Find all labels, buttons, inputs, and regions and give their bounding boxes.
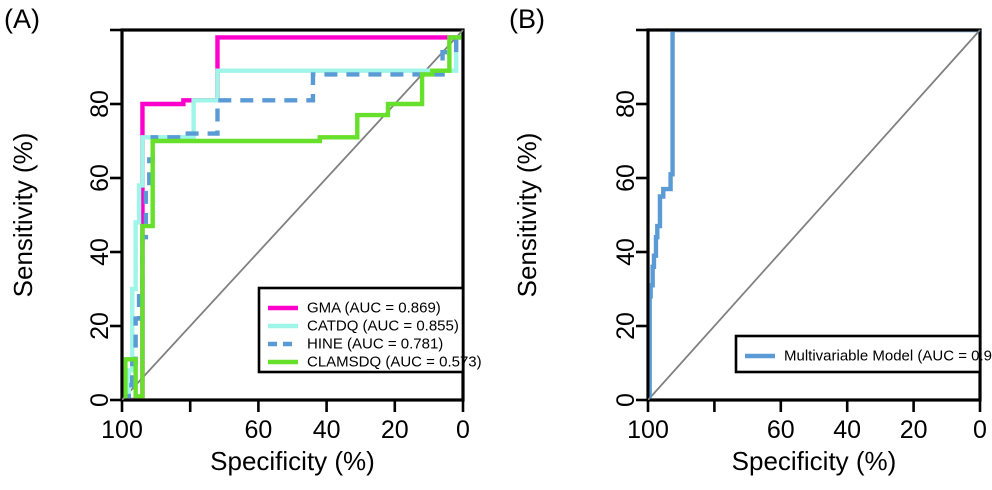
y-axis-title: Sensitivity (%)	[512, 133, 542, 298]
plot-frame	[120, 28, 465, 402]
y-tick-label: 60	[86, 164, 114, 192]
panel-a: (A) 100 60 40 20 0 0 20 40 60 80 Specificity (%) Se…	[4, 4, 482, 477]
x-tick-label: 100	[627, 416, 669, 444]
x-tick-label: 60	[244, 416, 272, 444]
y-tick-label: 40	[86, 238, 114, 266]
x-tick-label: 40	[833, 416, 861, 444]
y-tick-label: 0	[86, 393, 114, 407]
y-tick-label: 20	[612, 312, 640, 340]
y-tick-label: 80	[86, 90, 114, 118]
x-tick-label: 20	[900, 416, 928, 444]
panel-b: (B) 100 60 40 20 0 0 20 40 60 80 Specificity (%) Se…	[500, 0, 992, 490]
x-axis-title: Specificity (%)	[732, 446, 897, 476]
legend: GMA (AUC = 0.869)CATDQ (AUC = 0.855)HINE…	[257, 286, 482, 374]
legend-frame	[734, 334, 982, 374]
legend: Multivariable Model (AUC = 0.936)	[734, 334, 992, 374]
diagonal-reference-line	[647, 29, 981, 401]
x-axis-title: Specificity (%)	[210, 446, 375, 476]
legend-label: HINE (AUC = 0.781)	[307, 336, 443, 353]
y-axis-title: Sensitivity (%)	[8, 133, 38, 298]
roc-curve-hine	[123, 31, 462, 399]
x-tick-label: 0	[973, 416, 987, 444]
legend-label: GMA (AUC = 0.869)	[307, 300, 441, 317]
y-tick-label: 40	[612, 238, 640, 266]
roc-curve-clamsdq	[123, 31, 462, 399]
roc-curves	[123, 31, 462, 399]
y-tick-label: 0	[612, 393, 640, 407]
x-tick-label: 0	[456, 416, 470, 444]
legend-label: Multivariable Model (AUC = 0.936)	[784, 348, 992, 365]
x-tick-label: 20	[381, 416, 409, 444]
roc-curve-multivariable-model	[649, 31, 979, 399]
panel-b-tag: (B)	[509, 4, 545, 34]
panel-b-plot: 100 60 40 20 0 0 20 40 60 80 Specificity (%) Sensit…	[512, 28, 992, 476]
x-tick-label: 100	[101, 416, 143, 444]
x-tick-label: 60	[767, 416, 795, 444]
diagonal-reference-line	[121, 29, 464, 401]
panel-a-tag: (A)	[4, 4, 40, 34]
legend-label: CLAMSDQ (AUC = 0.573)	[307, 354, 482, 371]
plot-frame	[646, 28, 982, 402]
y-tick-label: 80	[612, 90, 640, 118]
y-tick-label: 20	[86, 312, 114, 340]
y-tick-label: 60	[612, 164, 640, 192]
roc-curves	[649, 31, 979, 399]
panel-a-plot: 100 60 40 20 0 0 20 40 60 80 Specificity (%) Sensit…	[8, 28, 482, 476]
x-tick-label: 40	[313, 416, 341, 444]
legend-frame	[257, 286, 465, 374]
legend-label: CATDQ (AUC = 0.855)	[307, 318, 459, 335]
